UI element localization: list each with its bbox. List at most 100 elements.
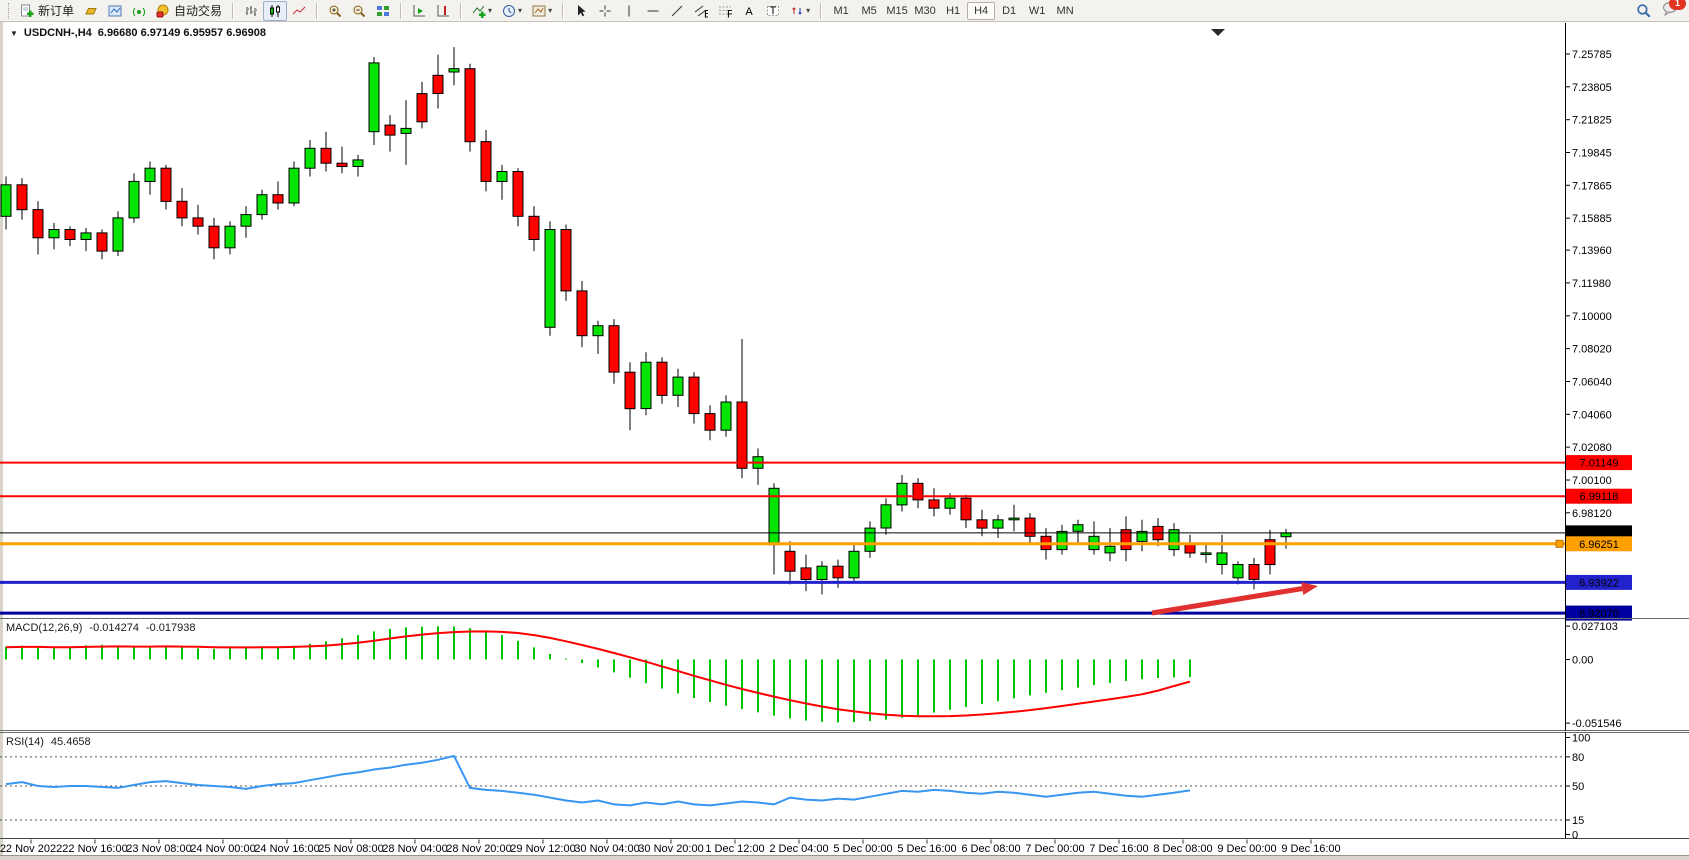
new-order-icon xyxy=(20,4,34,18)
rsi-panel[interactable]: 100 80 50 15 0 xyxy=(0,732,1689,842)
tile-windows-button[interactable] xyxy=(371,1,395,21)
macd-axis-label: -0.051546 xyxy=(1572,718,1622,730)
toolbar-grip[interactable] xyxy=(8,2,11,19)
timeframe-M5-button[interactable]: M5 xyxy=(855,2,883,20)
timeframe-M15-button[interactable]: M15 xyxy=(883,2,911,20)
rsi-value: 45.4658 xyxy=(50,736,91,748)
vertical-line-icon xyxy=(622,4,636,18)
time-axis-label: 30 Nov 04:00 xyxy=(574,843,639,855)
timeframe-H1-button[interactable]: H1 xyxy=(939,2,967,20)
signals-button[interactable] xyxy=(127,1,151,21)
time-axis-label: 7 Dec 00:00 xyxy=(1025,843,1084,855)
timeframe-W1-button[interactable]: W1 xyxy=(1023,2,1051,20)
line-chart-mode-button[interactable] xyxy=(287,1,311,21)
zoom-in-button[interactable] xyxy=(323,1,347,21)
toolbar-separator xyxy=(820,2,823,19)
arrows-icon xyxy=(790,4,804,18)
time-axis-label: 29 Nov 12:00 xyxy=(510,843,575,855)
notification-badge: 1 xyxy=(1669,0,1686,10)
time-axis-label: 1 Dec 12:00 xyxy=(705,843,764,855)
chart-shift-marker-icon[interactable] xyxy=(1211,29,1225,36)
new-order-button[interactable]: 新订单 xyxy=(15,1,79,21)
svg-text:E: E xyxy=(704,8,708,18)
price-axis[interactable]: 7.25785 7.23805 7.21825 7.19845 7.17865 7.158… xyxy=(1565,23,1632,621)
rsi-axis-label: 50 xyxy=(1572,781,1584,793)
timeframe-D1-button[interactable]: D1 xyxy=(995,2,1023,20)
macd-main-value: -0.014274 xyxy=(89,622,139,634)
price-hlines[interactable] xyxy=(0,461,1565,615)
price-badge-label: 6.99118 xyxy=(1580,491,1619,503)
vertical-line-tool-button[interactable] xyxy=(617,1,641,21)
price-axis-label: 7.04060 xyxy=(1572,409,1612,421)
trendline-tool-button[interactable] xyxy=(665,1,689,21)
text-a-icon: A xyxy=(742,4,756,18)
bar-chart-mode-button[interactable] xyxy=(239,1,263,21)
chevron-down-icon[interactable]: ▾ xyxy=(518,6,523,15)
svg-text:T: T xyxy=(770,5,777,17)
macd-panel[interactable]: 0.027103 0.00 -0.051546 xyxy=(0,618,1689,732)
macd-name: MACD(12,26,9) xyxy=(6,622,83,634)
gold-quotes-button[interactable] xyxy=(79,1,103,21)
time-axis-label: 25 Nov 08:00 xyxy=(318,843,383,855)
zoom-out-button[interactable] xyxy=(347,1,371,21)
toolbar: 新订单 自动交易 xyxy=(0,0,1689,22)
price-badge xyxy=(1566,536,1632,552)
fibonacci-tool-button[interactable]: F xyxy=(713,1,737,21)
channel-tool-button[interactable]: E xyxy=(689,1,713,21)
price-axis-label: 7.06040 xyxy=(1572,377,1612,389)
toolbar-separator xyxy=(316,2,319,19)
toolbar-separator xyxy=(460,2,463,19)
search-icon xyxy=(1636,3,1651,18)
rsi-axis[interactable]: 100 80 50 15 0 xyxy=(1565,732,1590,842)
chat-button[interactable]: 1 xyxy=(1662,0,1686,21)
toolbar-right-group: 1 xyxy=(1631,0,1686,21)
time-axis-label: 9 Dec 16:00 xyxy=(1281,843,1340,855)
chevron-down-icon[interactable]: ▾ xyxy=(806,6,811,15)
horizontal-line-tool-button[interactable] xyxy=(641,1,665,21)
signal-icon xyxy=(132,4,146,18)
timeframe-MN-button[interactable]: MN xyxy=(1051,2,1079,20)
templates-button[interactable]: ▾ xyxy=(527,1,557,21)
time-axis-label: 28 Nov 20:00 xyxy=(446,843,511,855)
arrow-annotation[interactable] xyxy=(1151,582,1318,616)
price-chart-panel[interactable]: 7.25785 7.23805 7.21825 7.19845 7.17865 7.158… xyxy=(0,23,1689,621)
crosshair-icon xyxy=(598,4,612,18)
text-tool-button[interactable]: A xyxy=(737,1,761,21)
auto-scroll-button[interactable] xyxy=(407,1,431,21)
label-tool-button[interactable]: T xyxy=(761,1,785,21)
autotrading-icon xyxy=(156,4,170,18)
crosshair-tool-button[interactable] xyxy=(593,1,617,21)
timeframe-H4-button[interactable]: H4 xyxy=(967,2,996,20)
arrows-tool-button[interactable]: ▾ xyxy=(785,1,815,21)
macd-axis-label: 0.00 xyxy=(1572,655,1593,667)
price-axis-label: 7.13960 xyxy=(1572,245,1612,257)
chevron-down-icon[interactable]: ▾ xyxy=(488,6,493,15)
price-badge xyxy=(1566,455,1632,471)
chart-title-symbol: USDCNH-,H4 xyxy=(23,27,92,39)
price-axis-label: 7.17865 xyxy=(1572,180,1612,192)
macd-axis[interactable]: 0.027103 0.00 -0.051546 xyxy=(1565,618,1622,731)
text-label-icon: T xyxy=(766,4,780,18)
price-axis-label: 7.25785 xyxy=(1572,49,1612,61)
window-bottom-edge xyxy=(0,855,1689,860)
price-axis-label: 7.10000 xyxy=(1572,311,1612,323)
chart-shift-button[interactable] xyxy=(431,1,455,21)
symbol-dropdown-icon[interactable]: ▼ xyxy=(10,28,18,38)
zoom-in-icon xyxy=(328,4,342,18)
cursor-tool-button[interactable] xyxy=(569,1,593,21)
time-axis-label: 30 Nov 20:00 xyxy=(638,843,703,855)
autotrading-button[interactable]: 自动交易 xyxy=(151,1,227,21)
candlestick-mode-button[interactable] xyxy=(263,0,288,21)
periods-button[interactable]: ▾ xyxy=(497,1,527,21)
timeframe-M1-button[interactable]: M1 xyxy=(827,2,855,20)
time-axis-label: 7 Dec 16:00 xyxy=(1089,843,1148,855)
chevron-down-icon[interactable]: ▾ xyxy=(548,6,553,15)
timeframe-M30-button[interactable]: M30 xyxy=(911,2,939,20)
search-button[interactable] xyxy=(1631,1,1656,21)
indicators-button[interactable]: ▾ xyxy=(467,1,497,21)
time-axis-label: 28 Nov 04:00 xyxy=(382,843,447,855)
chart-window-button[interactable] xyxy=(103,1,127,21)
zoom-out-icon xyxy=(352,4,366,18)
